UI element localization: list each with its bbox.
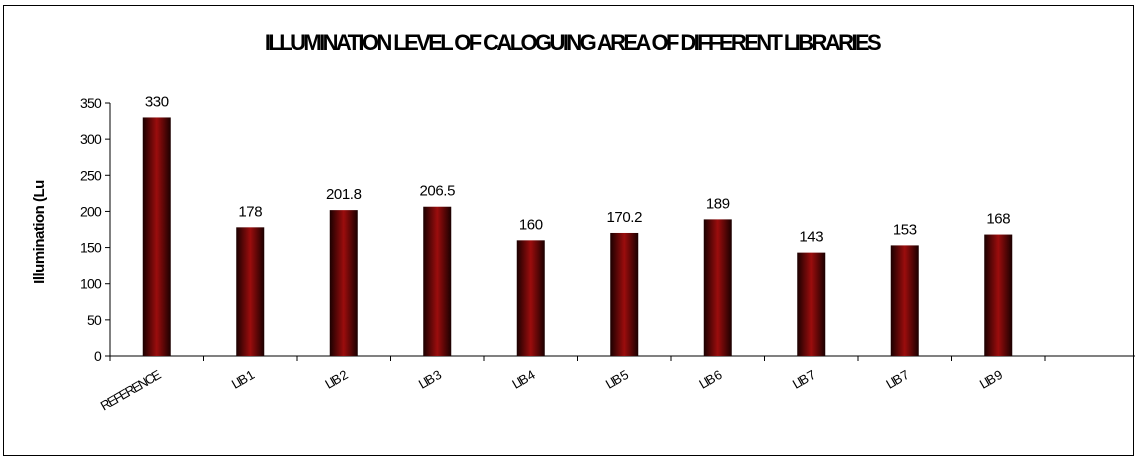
data-label: 201.8 — [326, 186, 362, 203]
data-label: 143 — [799, 229, 823, 246]
plot-area: 0 50 100 150 200 250 300 350 330 REFERENCE 178 LIB … — [80, 93, 1135, 413]
bar — [329, 210, 358, 356]
x-tick-label: REFERENCE — [98, 367, 164, 414]
bar — [142, 117, 171, 356]
data-label: 170.2 — [606, 209, 642, 226]
x-tick-label: LIB 4 — [509, 367, 537, 392]
chart-title: ILLUMINATION LEVEL OF CALOGUING AREA OF … — [265, 30, 881, 55]
bar — [890, 245, 919, 356]
bar-chart: ILLUMINATION LEVEL OF CALOGUING AREA OF … — [31, 30, 1135, 413]
x-tick-label: LIB 2 — [322, 367, 350, 392]
x-tick-label: LIB 1 — [229, 367, 257, 392]
x-tick-label: LIB 3 — [416, 367, 444, 392]
y-tick-label: 300 — [80, 131, 102, 147]
x-tick-label: LIB 6 — [696, 367, 724, 392]
data-label: 178 — [238, 203, 262, 220]
x-tick-label: LIB 7 — [883, 367, 911, 392]
x-tick-label: LIB 9 — [977, 367, 1005, 392]
data-label: 206.5 — [419, 183, 455, 200]
bar — [797, 252, 826, 356]
y-tick-label: 250 — [80, 167, 102, 183]
y-tick-label: 100 — [80, 276, 102, 292]
data-label: 153 — [893, 221, 917, 238]
y-axis-label: Illumination (Lu — [31, 180, 48, 284]
data-label: 189 — [706, 195, 730, 212]
data-label: 168 — [986, 211, 1010, 228]
bar — [610, 232, 639, 356]
y-tick-label: 0 — [94, 348, 102, 364]
bar — [703, 219, 732, 356]
x-tick-label: LIB 7 — [790, 367, 818, 392]
bar — [423, 206, 452, 356]
data-label: 330 — [145, 93, 169, 110]
y-tick-label: 50 — [87, 312, 102, 328]
bar — [516, 240, 545, 356]
y-tick-label: 350 — [80, 95, 102, 111]
y-tick-label: 150 — [80, 240, 102, 256]
chart-frame: ILLUMINATION LEVEL OF CALOGUING AREA OF … — [3, 5, 1135, 456]
bar — [236, 227, 265, 356]
bar — [984, 234, 1013, 356]
x-tick-label: LIB 5 — [603, 367, 631, 392]
data-label: 160 — [519, 216, 543, 233]
y-tick-label: 200 — [80, 203, 102, 219]
